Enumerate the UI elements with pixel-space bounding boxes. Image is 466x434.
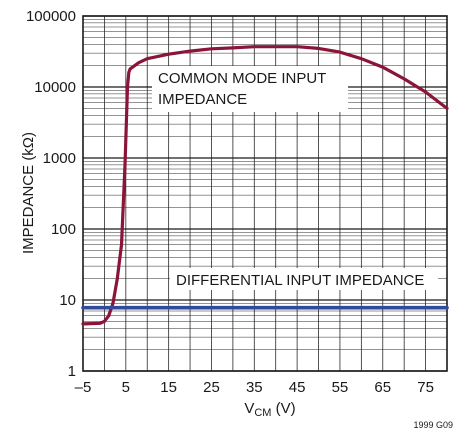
y-tick-label: 10000 — [34, 79, 76, 96]
x-tick-label: –5 — [75, 379, 92, 396]
common-mode-annotation: COMMON MODE INPUT IMPEDANCE — [152, 66, 348, 112]
x-tick-label: 15 — [160, 379, 177, 396]
x-tick-label: 45 — [289, 379, 306, 396]
figure-id: 1999 G09 — [413, 420, 453, 430]
y-tick-label: 1000 — [43, 150, 76, 167]
differential-label: DIFFERENTIAL INPUT IMPEDANCE — [176, 272, 424, 289]
x-tick-labels: –5 5 15 25 35 45 55 65 75 — [75, 379, 434, 396]
common-mode-label-line2: IMPEDANCE — [158, 91, 247, 108]
differential-annotation: DIFFERENTIAL INPUT IMPEDANCE — [170, 268, 438, 290]
x-tick-label: 25 — [203, 379, 220, 396]
x-axis-title: VCM (V) — [244, 400, 295, 419]
y-tick-label: 100000 — [26, 8, 76, 25]
y-tick-label: 1 — [68, 363, 76, 380]
y-tick-label: 10 — [59, 292, 76, 309]
x-axis-title-sub: CM — [254, 407, 271, 419]
common-mode-label-line1: COMMON MODE INPUT — [158, 70, 326, 87]
x-tick-label: 5 — [122, 379, 130, 396]
y-axis-title: IMPEDANCE (kΩ) — [20, 132, 37, 254]
x-tick-label: 75 — [417, 379, 434, 396]
x-tick-label: 65 — [374, 379, 391, 396]
x-tick-label: 35 — [246, 379, 263, 396]
x-axis-title-main: V — [244, 400, 254, 417]
x-axis-title-unit: (V) — [271, 400, 295, 417]
y-tick-label: 100 — [51, 221, 76, 238]
x-tick-label: 55 — [332, 379, 349, 396]
